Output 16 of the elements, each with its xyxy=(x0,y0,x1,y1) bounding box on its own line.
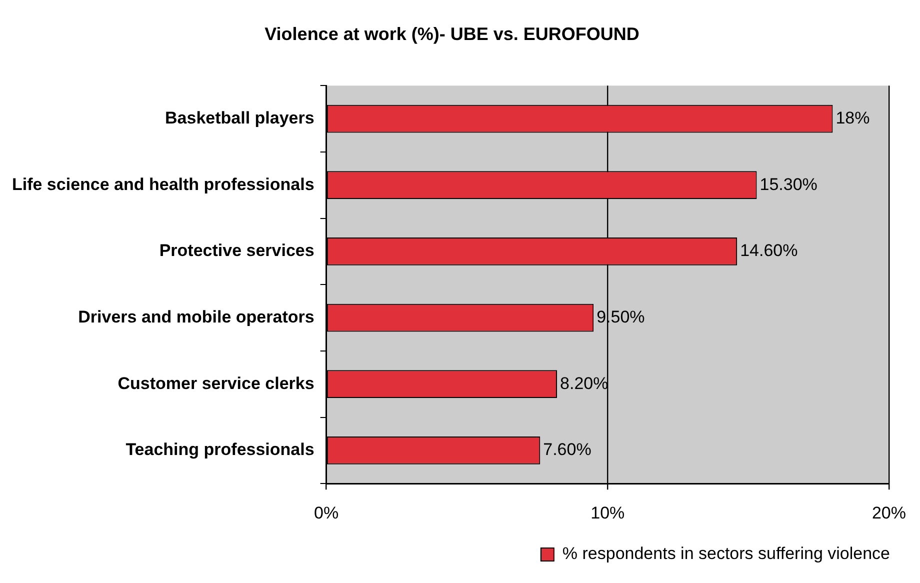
y-tick-label: Drivers and mobile operators xyxy=(78,307,314,326)
x-tick-label: 20% xyxy=(872,503,906,522)
data-label: 18% xyxy=(836,108,870,128)
y-tick-label: Protective services xyxy=(159,241,314,260)
data-label: 15.30% xyxy=(760,174,818,194)
data-label: 8.20% xyxy=(560,374,608,393)
y-tick-label: Customer service clerks xyxy=(118,374,314,393)
chart-title: Violence at work (%)- UBE vs. EUROFOUND xyxy=(264,24,640,44)
data-label: 7.60% xyxy=(543,440,592,460)
data-label: 14.60% xyxy=(740,241,798,260)
x-tick-label: 0% xyxy=(314,503,339,522)
y-tick-label: Teaching professionals xyxy=(126,440,314,460)
y-tick-label: Basketball players xyxy=(165,108,314,128)
x-tick-label: 10% xyxy=(590,503,625,522)
y-tick-label: Life science and health professionals xyxy=(12,174,314,194)
legend-label: % respondents in sectors suffering violence xyxy=(562,544,890,564)
